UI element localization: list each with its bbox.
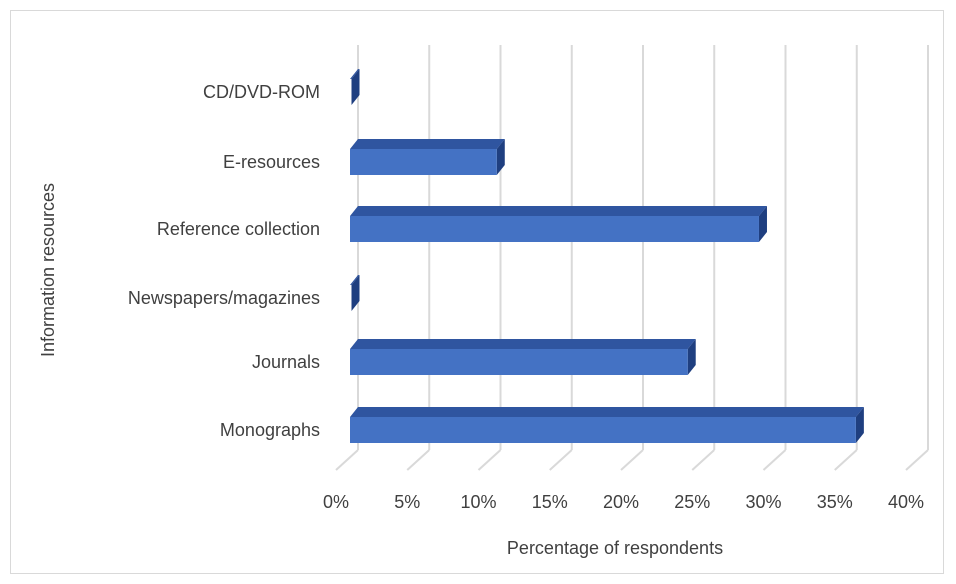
gridline-floor xyxy=(406,449,430,471)
bar xyxy=(350,339,696,375)
x-tick-label: 35% xyxy=(817,492,853,512)
gridline-floor xyxy=(762,449,787,471)
grid-lines xyxy=(335,45,929,471)
bar-front-face xyxy=(350,216,759,242)
gridline-floor xyxy=(477,449,502,471)
bar xyxy=(350,139,505,175)
chart-frame xyxy=(10,10,944,574)
category-label: Journals xyxy=(252,352,320,372)
bar xyxy=(350,206,767,242)
gridline-floor xyxy=(691,449,715,471)
category-labels: Monographs Journals Newspapers/magazines Re… xyxy=(128,82,320,440)
bar-side-face xyxy=(758,206,767,242)
gridline-floor xyxy=(834,449,858,471)
bars xyxy=(350,69,864,443)
bar xyxy=(350,275,360,311)
category-label: E-resources xyxy=(223,152,320,172)
x-axis-title: Percentage of respondents xyxy=(507,538,723,558)
bar-top-face xyxy=(350,69,360,79)
bar-top-face xyxy=(350,139,505,149)
bar-top-face xyxy=(350,275,360,285)
bar-side-face xyxy=(351,275,360,311)
gridline-floor xyxy=(620,449,644,471)
bar-side-face xyxy=(351,69,360,105)
gridline-floor xyxy=(335,449,359,471)
y-axis-title: Information resources xyxy=(38,183,58,357)
bar-side-face xyxy=(855,407,864,443)
bar-top-face xyxy=(350,339,696,349)
bar xyxy=(350,69,360,105)
category-label: Reference collection xyxy=(157,219,320,239)
bar-front-face xyxy=(350,349,688,375)
category-label: CD/DVD-ROM xyxy=(203,82,320,102)
bar xyxy=(350,407,864,443)
x-tick-label: 40% xyxy=(888,492,924,512)
x-tick-label: 25% xyxy=(674,492,710,512)
x-tick-label: 15% xyxy=(532,492,568,512)
bar-top-face xyxy=(350,206,767,216)
x-tick-label: 5% xyxy=(394,492,420,512)
x-tick-label: 20% xyxy=(603,492,639,512)
x-tick-label: 0% xyxy=(323,492,349,512)
bar-side-face xyxy=(687,339,696,375)
gridline-floor xyxy=(905,449,929,471)
bar-top-face xyxy=(350,407,864,417)
x-tick-labels: 0% 5% 10% 15% 20% 25% 30% 35% 40% xyxy=(323,492,924,512)
gridline-floor xyxy=(549,449,573,471)
x-tick-label: 10% xyxy=(460,492,496,512)
category-label: Monographs xyxy=(220,420,320,440)
category-label: Newspapers/magazines xyxy=(128,288,320,308)
bar-front-face xyxy=(350,149,497,175)
bar-front-face xyxy=(350,417,856,443)
bar-side-face xyxy=(496,139,505,175)
x-tick-label: 30% xyxy=(745,492,781,512)
